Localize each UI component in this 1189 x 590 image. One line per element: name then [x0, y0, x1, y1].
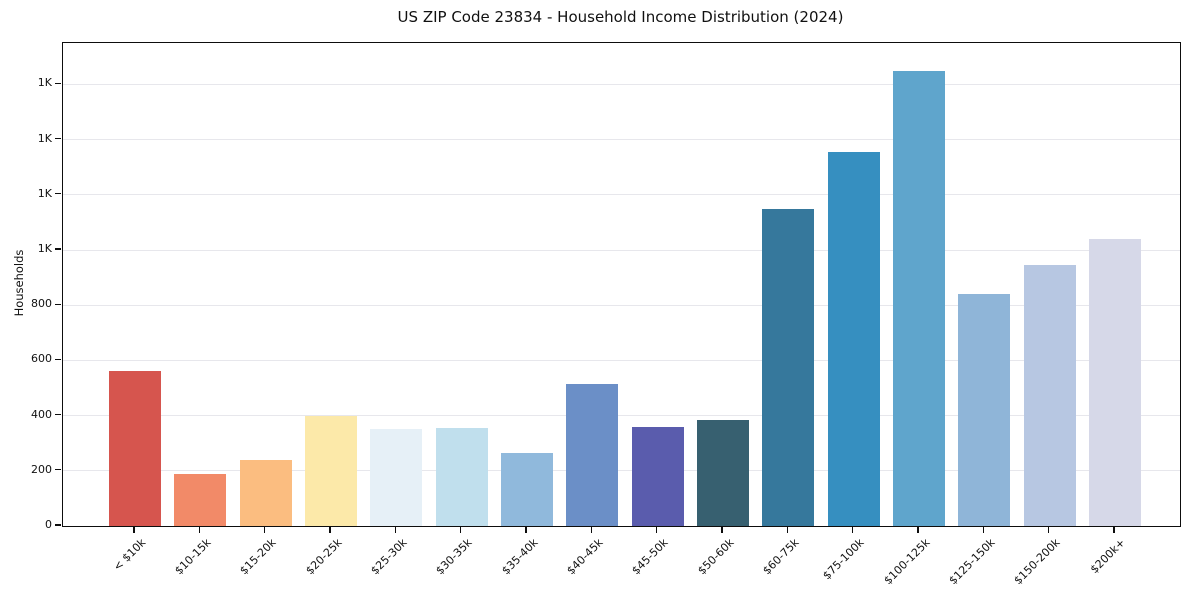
x-tick-mark [1047, 526, 1050, 533]
bar-$10-15k [174, 473, 227, 526]
bar-$30-35k [435, 428, 488, 526]
bar-< $10k [109, 371, 161, 526]
bar-$125-150k [958, 294, 1011, 526]
bar-$35-40k [500, 452, 553, 526]
x-tick-mark [982, 526, 984, 533]
bar-$25-30k [370, 429, 423, 526]
x-tick-label: $45-50k [629, 536, 671, 578]
gridline [63, 415, 1180, 417]
gridline [63, 249, 1180, 251]
x-tick-mark [525, 526, 527, 533]
y-tick-mark [55, 469, 61, 471]
x-tick-label: $150-200k [1011, 536, 1063, 588]
y-tick-label: 800 [31, 297, 52, 311]
x-tick-label: $100-125k [881, 536, 933, 588]
x-tick-mark [133, 526, 135, 533]
y-tick-mark [55, 137, 61, 140]
y-tick-label: 400 [31, 407, 52, 421]
x-tick-mark [917, 526, 919, 533]
x-tick-label: $25-30k [368, 536, 410, 578]
bar-$45-50k [631, 426, 684, 526]
chart-title: US ZIP Code 23834 - Household Income Dis… [397, 8, 844, 26]
x-tick-label: $35-40k [498, 536, 541, 578]
x-tick-label: $15-20k [237, 536, 279, 578]
x-tick-mark [655, 526, 658, 533]
y-tick-mark [55, 82, 61, 85]
x-tick-label: $30-35k [433, 536, 475, 578]
bar-$40-45k [566, 383, 619, 526]
gridline [63, 194, 1180, 196]
x-tick-mark [198, 526, 201, 533]
x-tick-mark [263, 526, 266, 533]
bar-$100-125k [892, 70, 945, 526]
gridline [63, 83, 1180, 85]
y-tick-mark [55, 524, 61, 526]
y-tick-mark [55, 193, 61, 195]
x-tick-mark [459, 526, 462, 533]
y-tick-label: 600 [31, 352, 52, 366]
gridline [63, 359, 1180, 361]
x-tick-label: $50-60k [694, 536, 737, 578]
bar-$20-25k [304, 415, 357, 526]
y-tick-mark [55, 413, 61, 416]
bar-$75-100k [827, 152, 880, 526]
y-tick-label: 1K [37, 131, 52, 145]
bar-$150-200k [1023, 265, 1076, 526]
x-tick-label: < $10k [110, 536, 149, 574]
bar-$60-75k [762, 208, 815, 526]
y-tick-label: 1K [37, 186, 52, 200]
x-tick-label: $200k+ [1088, 536, 1129, 577]
bar-$200k+ [1088, 238, 1141, 526]
plot-area [62, 42, 1181, 527]
gridline [63, 470, 1180, 472]
gridline [63, 139, 1180, 141]
y-tick-mark [55, 303, 61, 305]
x-tick-label: $20-25k [302, 536, 345, 578]
bar-$15-20k [239, 459, 292, 526]
x-tick-mark [1113, 526, 1115, 533]
y-tick-label: 200 [31, 462, 52, 476]
x-tick-label: $60-75k [760, 536, 802, 578]
y-tick-label: 0 [45, 518, 52, 531]
x-tick-label: $40-45k [564, 536, 606, 578]
x-tick-mark [786, 526, 788, 533]
x-tick-mark [329, 526, 331, 533]
y-tick-mark [55, 248, 61, 250]
bar-$50-60k [696, 419, 749, 526]
y-tick-label: 1K [37, 76, 52, 90]
y-tick-mark [55, 358, 61, 361]
x-tick-label: $75-100k [820, 536, 867, 583]
gridline [63, 304, 1180, 306]
x-tick-mark [394, 526, 396, 533]
x-tick-label: $125-150k [946, 536, 998, 588]
x-tick-mark [721, 526, 723, 533]
x-tick-mark [851, 526, 854, 533]
y-tick-label: 1K [37, 242, 52, 255]
x-tick-mark [590, 526, 592, 533]
x-tick-label: $10-15k [172, 536, 214, 578]
